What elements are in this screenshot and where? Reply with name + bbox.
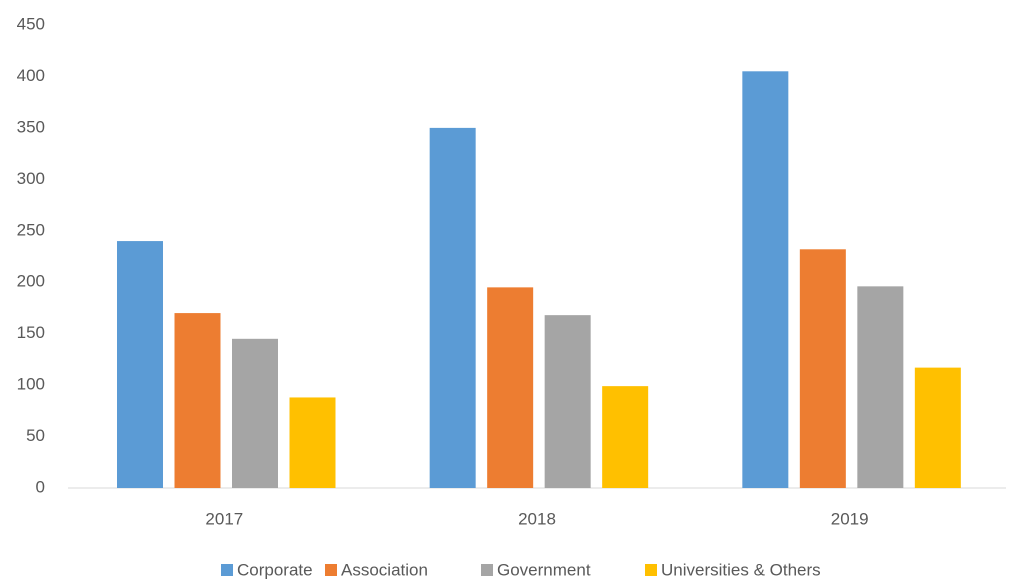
bar [117, 241, 163, 488]
y-tick-label: 50 [26, 426, 45, 445]
legend-label: Association [341, 560, 428, 579]
legend-label: Corporate [237, 560, 313, 579]
bar [742, 71, 789, 489]
y-tick-label: 400 [17, 66, 45, 85]
y-tick-label: 250 [17, 220, 45, 239]
bar [429, 127, 476, 488]
x-tick-label: 2018 [518, 509, 556, 528]
bar [544, 315, 591, 488]
y-tick-label: 450 [17, 14, 45, 33]
y-tick-label: 350 [17, 117, 45, 136]
bar [602, 386, 649, 488]
y-tick-label: 200 [17, 272, 45, 291]
y-tick-label: 150 [17, 323, 45, 342]
legend-label: Universities & Others [661, 560, 821, 579]
legend-swatch [325, 564, 337, 576]
legend-label: Government [497, 560, 591, 579]
legend-swatch [645, 564, 657, 576]
legend-swatch [481, 564, 493, 576]
bar [232, 338, 278, 488]
x-tick-label: 2017 [205, 509, 243, 528]
legend-swatch [221, 564, 233, 576]
bar [487, 287, 534, 488]
bar [289, 397, 336, 488]
bar [857, 286, 904, 488]
y-tick-label: 300 [17, 169, 45, 188]
x-tick-label: 2019 [831, 509, 869, 528]
y-tick-label: 0 [36, 477, 45, 496]
bar [914, 367, 961, 488]
y-tick-label: 100 [17, 375, 45, 394]
bar [174, 313, 221, 488]
bar [799, 249, 846, 488]
